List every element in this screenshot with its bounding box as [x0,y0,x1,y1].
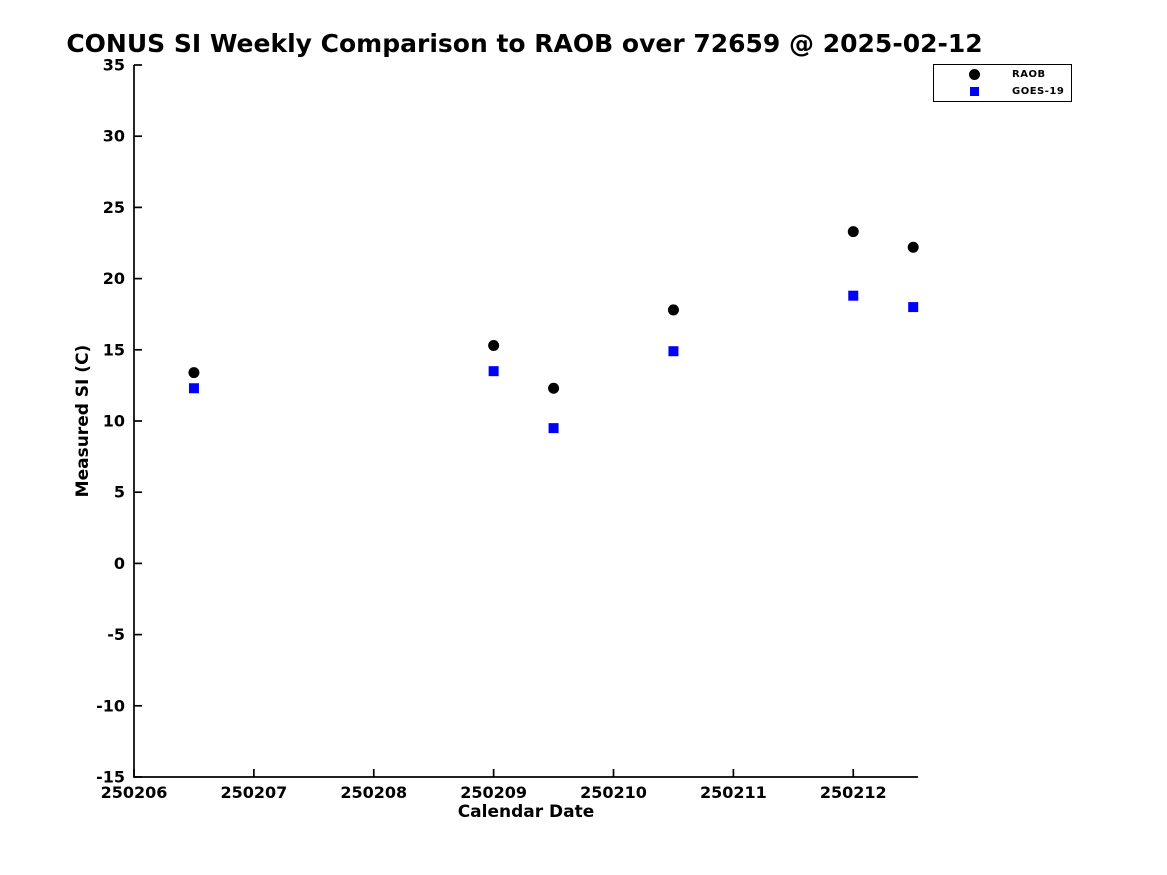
raob-data-point [188,367,200,379]
axis-spines [133,65,918,778]
y-tick-label: -5 [107,625,125,644]
goes-19-data-point [188,383,199,394]
raob-data-point [488,340,500,352]
chart-title: CONUS SI Weekly Comparison to RAOB over … [66,29,983,58]
legend-marker-cell [963,69,985,80]
y-tick-label: 25 [103,198,125,217]
legend: RAOB GOES-19 [933,64,1072,102]
y-tick-label: -15 [96,768,125,787]
y-tick-label: 5 [114,483,125,502]
goes-19-data-point [668,346,679,357]
goes-19-data-point [848,290,859,301]
x-tick-label: 250212 [820,783,887,802]
x-tick-label: 250207 [220,783,287,802]
y-tick-label: 15 [103,340,125,359]
legend-label-raob: RAOB [1012,69,1046,80]
y-tick-label: 20 [103,269,125,288]
y-tick-label: 30 [103,127,125,146]
raob-data-point [907,241,919,253]
x-tick-label: 250210 [580,783,647,802]
x-tick-label: 250211 [700,783,767,802]
goes-19-data-point [548,423,559,434]
goes-19-data-point [488,366,499,377]
y-tick-label: 0 [114,554,125,573]
x-axis-label: Calendar Date [457,802,595,822]
x-tick-label: 250209 [460,783,527,802]
goes19-square-marker-icon [969,87,979,96]
raob-data-point [548,382,560,394]
y-tick-label: 10 [103,412,125,431]
goes-19-data-point [908,302,919,313]
legend-marker-cell [963,87,985,96]
legend-label-goes19: GOES-19 [1012,86,1065,97]
legend-item-goes19: GOES-19 [934,84,1071,99]
x-tick-label: 250208 [340,783,407,802]
legend-item-raob: RAOB [934,67,1071,82]
raob-data-point [667,304,679,316]
y-tick-label: 35 [103,56,125,75]
raob-circle-marker-icon [968,69,980,80]
x-tick-label: 250206 [101,783,168,802]
y-tick-label: -10 [96,696,125,715]
raob-data-point [847,226,859,238]
